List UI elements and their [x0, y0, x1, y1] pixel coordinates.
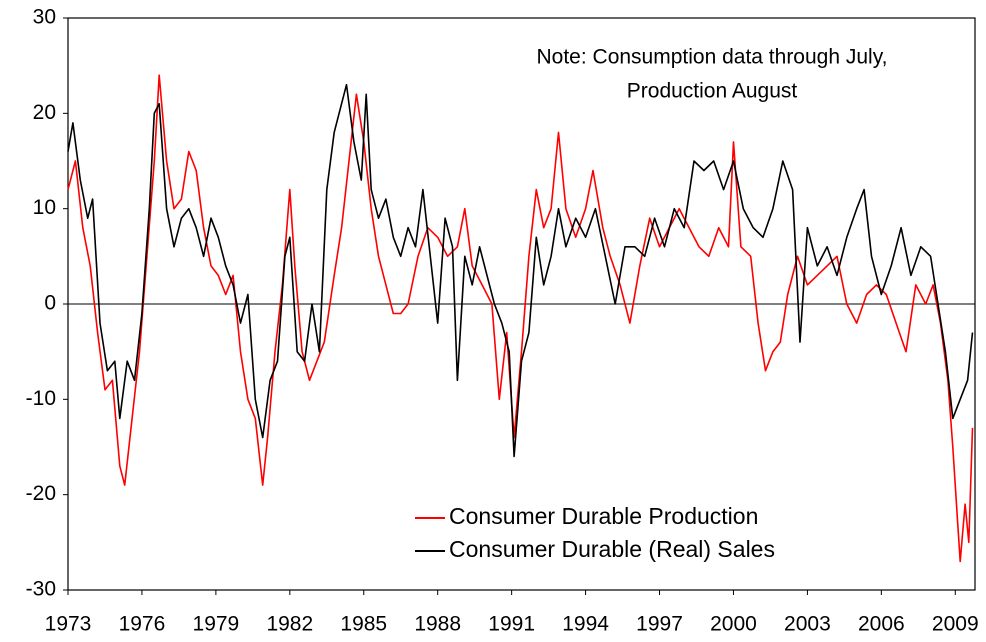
- x-tick-label: 1976: [119, 613, 166, 636]
- x-tick-label: 2003: [784, 613, 831, 636]
- y-tick-label: 20: [33, 101, 56, 124]
- y-tick-label: 0: [44, 292, 56, 315]
- series-line: [67, 83, 974, 458]
- x-tick-label: 1991: [488, 613, 535, 636]
- y-tick-label: -10: [26, 387, 56, 410]
- y-tick-label: -20: [26, 482, 56, 505]
- x-tick-label: 2006: [858, 613, 905, 636]
- legend-label: Consumer Durable (Real) Sales: [449, 536, 775, 562]
- x-tick-label: 1994: [562, 613, 609, 636]
- x-tick-label: 2000: [710, 613, 757, 636]
- series-line: [67, 74, 974, 563]
- annotation: Note: Consumption data through July,: [537, 46, 888, 69]
- x-tick-label: 1979: [193, 613, 240, 636]
- x-tick-label: 2009: [932, 613, 979, 636]
- x-tick-label: 1997: [636, 613, 683, 636]
- annotation: Production August: [627, 80, 798, 103]
- y-tick-label: 10: [33, 196, 56, 219]
- x-tick-label: 1988: [414, 613, 461, 636]
- legend-label: Consumer Durable Production: [449, 503, 758, 529]
- x-tick-label: 1982: [266, 613, 313, 636]
- x-tick-label: 1973: [45, 613, 92, 636]
- x-tick-label: 1985: [340, 613, 387, 636]
- y-tick-label: -30: [26, 578, 56, 601]
- y-tick-label: 30: [33, 6, 56, 29]
